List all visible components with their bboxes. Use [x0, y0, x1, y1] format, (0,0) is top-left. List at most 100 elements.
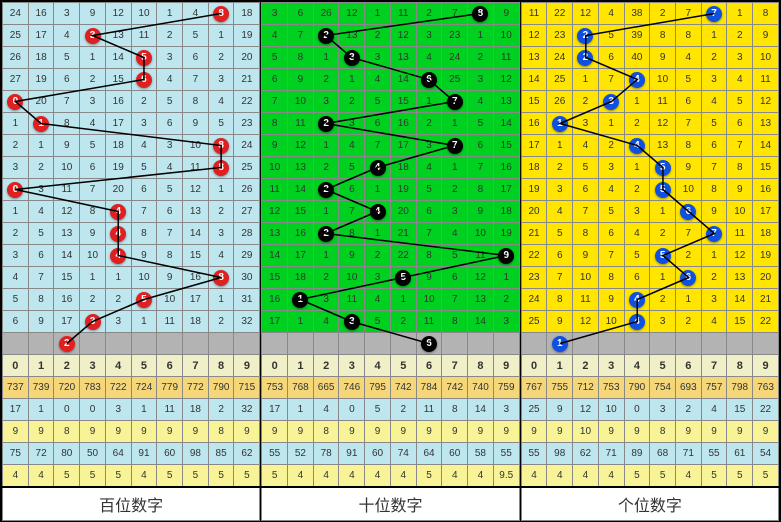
stat-row: 4455545555 [3, 465, 260, 487]
panel-hundreds: 2416391210148182517431311251192618511453… [2, 2, 260, 520]
digit-header-row: 0123456789 [521, 355, 778, 377]
ball-marker: 4 [110, 204, 126, 220]
digit-header-row: 0123456789 [3, 355, 260, 377]
ball-marker: 4 [110, 226, 126, 242]
ball-marker: 5 [136, 50, 152, 66]
table-row: 16131141107132 [262, 289, 519, 311]
table-row: 11142611952817 [262, 179, 519, 201]
ball-marker: 5 [655, 160, 671, 176]
ball-marker: 4 [110, 248, 126, 264]
panel-label-row: 十位数字 [262, 487, 519, 521]
ball-marker: 7 [447, 138, 463, 154]
panel-tens: 3626121112789472132123231105813313424211… [260, 2, 519, 520]
ball-marker: 7 [447, 94, 463, 110]
table-row: 23710861621320 [521, 267, 778, 289]
table-row: 2195184310824 [3, 135, 260, 157]
stat-row: 55986271896871556154 [521, 443, 778, 465]
table-row: 259121043241522 [521, 311, 778, 333]
table-row: 1412847613227 [3, 201, 260, 223]
table-row: 7103251517413 [262, 91, 519, 113]
table-row: 11221243827718 [521, 3, 778, 25]
panels-container: 2416391210148182517431311251192618511453… [2, 2, 779, 520]
ball-marker: 4 [370, 204, 386, 220]
ball-marker: 5 [395, 270, 411, 286]
table-row: 131628121741019 [262, 223, 519, 245]
panel-label-row: 个位数字 [521, 487, 778, 521]
ball-marker: 3 [344, 50, 360, 66]
ball-marker: 2 [318, 116, 334, 132]
table-row: 1714352118143 [262, 311, 519, 333]
table-row: 118417369523 [3, 113, 260, 135]
ball-marker: 4 [370, 160, 386, 176]
digit-header-row: 0123456789 [262, 355, 519, 377]
table-row: 69173311118232 [3, 311, 260, 333]
ball-marker: 3 [85, 314, 101, 330]
table-row: 03117206512126 [3, 179, 260, 201]
table-row: 15182103596121 [262, 267, 519, 289]
panel-label: 百位数字 [3, 487, 260, 521]
table-row: 15262311164512 [521, 91, 778, 113]
ball-marker: 2 [59, 336, 75, 352]
stat-row: 17100311118232 [3, 399, 260, 421]
ball-marker: 6 [680, 270, 696, 286]
table-row: 24811942131421 [521, 289, 778, 311]
ball-marker: 2 [318, 226, 334, 242]
ball-marker: 8 [213, 6, 229, 22]
table-row: 1714241386714 [521, 135, 778, 157]
ball-marker: 7 [706, 226, 722, 242]
table-row: 6921414625312 [262, 69, 519, 91]
data-grid: 3626121112789472132123231105813313424211… [261, 2, 519, 521]
table-row: 27196215647321 [3, 69, 260, 91]
ball-marker: 2 [577, 50, 593, 66]
ball-marker: 4 [629, 314, 645, 330]
table-row: 182531597815 [521, 157, 778, 179]
ball-marker: 1 [552, 116, 568, 132]
ball-marker: 4 [629, 292, 645, 308]
ball-marker: 6 [136, 72, 152, 88]
ball-marker: 8 [213, 270, 229, 286]
ball-marker: 9 [498, 248, 514, 264]
ball-marker: 6 [680, 204, 696, 220]
stat-row: 4444554555 [521, 465, 778, 487]
table-row: 1613121275613 [521, 113, 778, 135]
ball-marker: 7 [706, 6, 722, 22]
stat-row: 55527891607464605855 [262, 443, 519, 465]
table-row: 13242640942310 [521, 47, 778, 69]
stat-row: 5444445449.5 [262, 465, 519, 487]
data-grid: 1122124382771812232539881291324264094231… [521, 2, 779, 521]
table-row: 1 [521, 333, 778, 355]
ball-marker: 1 [552, 336, 568, 352]
table-row: 8112361621514 [262, 113, 519, 135]
ball-marker: 0 [7, 182, 23, 198]
table-row: 2513948714328 [3, 223, 260, 245]
ball-marker: 5 [655, 182, 671, 198]
table-row: 26185114536220 [3, 47, 260, 69]
ball-marker: 4 [629, 72, 645, 88]
table-row: 6 [262, 333, 519, 355]
table-row: 36141049815429 [3, 245, 260, 267]
table-row: 58162251017131 [3, 289, 260, 311]
ball-marker: 2 [577, 28, 593, 44]
table-row: 2 [3, 333, 260, 355]
table-row: 12151742063918 [262, 201, 519, 223]
table-row: 9121471737615 [262, 135, 519, 157]
ball-marker: 6 [421, 336, 437, 352]
stat-row: 753768665746795742784742740759 [262, 377, 519, 399]
ball-marker: 2 [318, 28, 334, 44]
ball-marker: 3 [603, 94, 619, 110]
table-row: 2269755211219 [521, 245, 778, 267]
table-row: 1223253988129 [521, 25, 778, 47]
table-row: 10132541841716 [262, 157, 519, 179]
stat-row: 1714052118143 [262, 399, 519, 421]
ball-marker: 6 [421, 72, 437, 88]
table-row: 32106195411825 [3, 157, 260, 179]
stat-row: 75728050649160988562 [3, 443, 260, 465]
table-row: 14171922285119 [262, 245, 519, 267]
stat-row: 99109989999 [521, 421, 778, 443]
stat-row: 259121003241522 [521, 399, 778, 421]
grid-area: 1122124382771812232539881291324264094231… [521, 2, 779, 521]
ball-marker: 5 [136, 292, 152, 308]
table-row: 0207316258422 [3, 91, 260, 113]
ball-marker: 8 [213, 160, 229, 176]
ball-marker: 8 [213, 138, 229, 154]
